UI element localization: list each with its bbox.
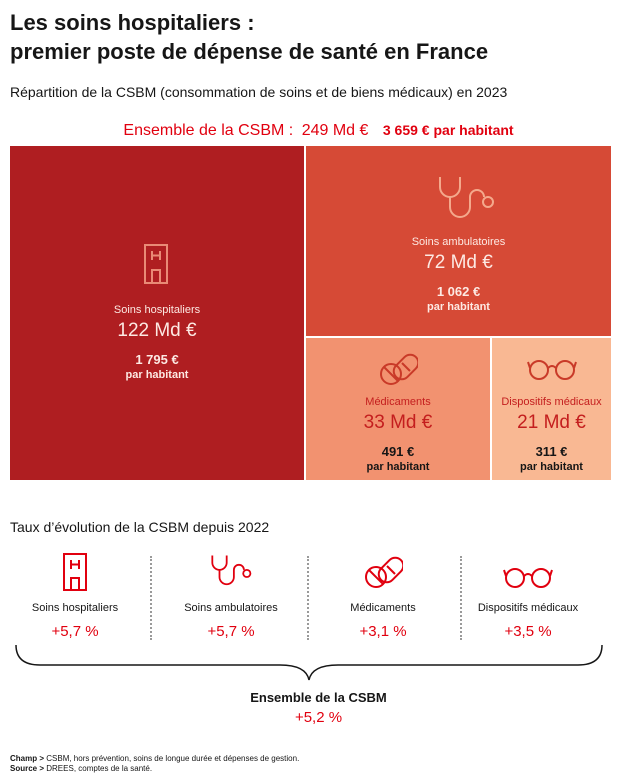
treemap-percapita-suffix-ambulatoires: par habitant [427,301,490,313]
chart-subtitle: Répartition de la CSBM (consommation de … [10,84,508,100]
treemap-percapita-medicaments: 491 € [381,444,415,459]
total-value: 249 Md € [301,122,369,139]
treemap-percapita-dispositifs: 311 € [535,444,568,459]
glasses-icon [503,568,553,588]
note-source-text: DREES, comptes de la santé. [46,764,153,773]
treemap-label-dispositifs: Dispositifs médicaux [501,396,602,408]
treemap-cell-dispositifs: Dispositifs médicaux 21 Md € 311 € par h… [492,338,611,480]
note-source: Source > DREES, comptes de la santé. [10,764,299,774]
note-champ-text: CSBM, hors prévention, soins de longue d… [46,754,300,763]
stethoscope-icon [439,177,494,218]
treemap-percapita-suffix-dispositifs: par habitant [520,461,583,473]
title-line-2: premier poste de dépense de santé en Fra… [10,39,489,64]
evolution-label-dispositifs: Dispositifs médicaux [477,602,579,614]
evolution-divider [460,556,462,640]
glasses-icon [527,360,577,380]
treemap-label-ambulatoires: Soins ambulatoires [411,236,506,248]
treemap-percapita-suffix-medicaments: par habitant [366,461,430,473]
evolution-title: Taux d’évolution de la CSBM depuis 2022 [10,519,270,535]
evolution-divider [307,556,309,640]
page-title: Les soins hospitaliers : premier poste d… [10,8,630,66]
total-evolution-label: Ensemble de la CSBM [250,690,387,705]
note-source-label: Source > [10,764,45,773]
note-champ-label: Champ > [10,754,45,763]
treemap-cell-hospitaliers: Soins hospitaliers 122 Md € 1 795 € par … [10,146,304,480]
treemap-cell-medicaments: Médicaments 33 Md € 491 € par habitant [306,338,490,480]
evolution-value-dispositifs: +3,5 % [504,623,552,640]
treemap-value-medicaments: 33 Md € [363,412,433,433]
evolution-value-hospitaliers: +5,7 % [51,623,99,640]
treemap-percapita-suffix-hospitaliers: par habitant [125,369,189,381]
treemap-label-medicaments: Médicaments [365,396,431,408]
footnotes: Champ > CSBM, hors prévention, soins de … [10,754,299,774]
total-label: Ensemble de la CSBM : [123,122,294,139]
treemap-percapita-hospitaliers: 1 795 € [135,352,179,367]
evolution-value-ambulatoires: +5,7 % [207,623,255,640]
treemap-cell-ambulatoires: Soins ambulatoires 72 Md € 1 062 € par h… [306,146,611,336]
total-per-capita: 3 659 € par habitant [382,122,514,138]
evolution-value-medicaments: +3,1 % [359,623,407,640]
treemap-label-hospitaliers: Soins hospitaliers [113,304,201,316]
curly-brace [15,644,603,681]
evolution-divider [150,556,152,640]
evolution-label-hospitaliers: Soins hospitaliers [31,602,119,614]
title-line-1: Les soins hospitaliers : [10,10,255,35]
evolution-label-medicaments: Médicaments [350,602,416,614]
stethoscope-icon [211,555,252,586]
total-evolution-value: +5,2 % [294,709,343,726]
note-champ: Champ > CSBM, hors prévention, soins de … [10,754,299,764]
evolution-label-ambulatoires: Soins ambulatoires [184,602,278,614]
pills-icon [365,556,403,588]
total-line: Ensemble de la CSBM : 249 Md € 3 659 € p… [0,122,637,140]
hospital-icon [63,553,87,591]
treemap-value-dispositifs: 21 Md € [517,412,586,433]
hospital-icon [144,244,168,284]
treemap-value-hospitaliers: 122 Md € [117,320,197,341]
pills-icon [380,353,418,385]
treemap-value-ambulatoires: 72 Md € [424,252,493,273]
treemap-percapita-ambulatoires: 1 062 € [436,284,481,299]
